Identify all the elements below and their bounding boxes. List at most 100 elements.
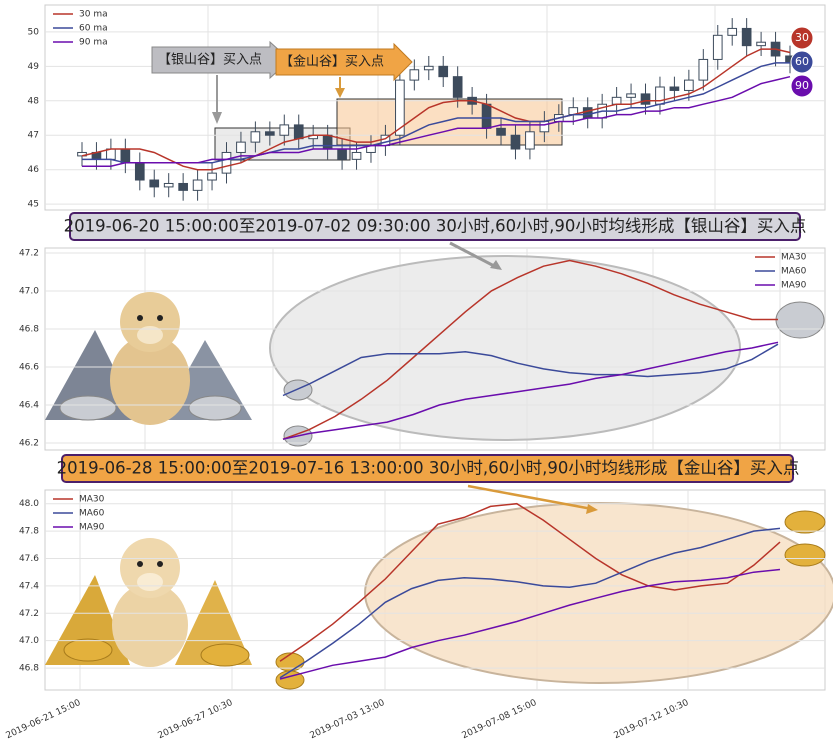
y-tick-label: 48: [28, 96, 40, 106]
candle-body: [423, 65, 434, 71]
candle-body: [409, 69, 420, 81]
top-chart: 45 46 47 48 49 50 30 ma 60 ma 90 ma 30 60 90: [28, 10, 825, 210]
middle-chart: 46.2 46.4 46.6 46.8 47.0 47.2 MA30 MA60 MA90: [19, 248, 825, 448]
candle-body: [741, 27, 752, 47]
legend-label: MA60: [781, 267, 807, 277]
y-tick-label: 46: [28, 165, 40, 175]
candle-body: [149, 179, 160, 188]
ma-line: [282, 259, 778, 440]
y-tick-label: 47.2: [19, 248, 39, 258]
y-tick-label: 47.0: [19, 286, 39, 296]
y-tick-label: 49: [28, 62, 40, 72]
legend-label: MA30: [781, 253, 807, 263]
y-tick-label: 48.0: [19, 499, 39, 509]
annotation-pointer: [335, 88, 345, 98]
candle-body: [293, 124, 304, 140]
silver-decoration: [45, 292, 825, 447]
ma-badge-label: 30: [795, 31, 809, 44]
pointer-arrow: [449, 241, 499, 270]
candle-body: [539, 120, 550, 133]
legend-label: 90 ma: [79, 38, 108, 48]
candle-body: [250, 131, 261, 143]
candle-body: [452, 76, 463, 98]
ma-line: [282, 341, 779, 440]
pointer-arrow: [586, 504, 598, 514]
candle-body: [669, 86, 680, 91]
annotation-arrow: [275, 42, 413, 82]
y-tick-label: 47.0: [19, 636, 39, 646]
candle-body: [727, 27, 738, 36]
candle-body: [582, 107, 593, 119]
x-tick-label: 2019-06-27 10:30: [157, 698, 235, 741]
ma-line: [81, 48, 791, 171]
annotation: 【金山谷】买入点: [280, 54, 384, 70]
candle-body: [756, 41, 766, 47]
candle-body: [337, 148, 347, 160]
candle-body: [207, 172, 217, 181]
y-tick-label: 47.2: [19, 609, 39, 619]
candle-body: [640, 93, 651, 105]
candle-body: [178, 182, 188, 191]
ma-badge: [790, 26, 814, 50]
candle-body: [611, 96, 622, 105]
pointer-arrow: [467, 484, 593, 511]
ma-badge-label: 60: [795, 55, 809, 68]
candle-body: [322, 134, 333, 150]
ma-line: [279, 527, 781, 679]
candle-body: [481, 103, 492, 129]
x-tick-label: 2019-07-03 13:00: [309, 698, 387, 741]
candle-body: [106, 148, 116, 160]
legend-label: MA90: [781, 281, 807, 291]
candle-body: [510, 134, 521, 150]
x-tick-label: 2019-06-21 15:00: [5, 698, 83, 741]
y-tick-label: 47.4: [19, 581, 39, 591]
candle-body: [655, 86, 665, 105]
candle-body: [236, 141, 246, 153]
candle-body: [525, 131, 535, 150]
candle-body: [192, 179, 203, 191]
candle-body: [626, 93, 636, 98]
x-tick-label: 2019-07-08 15:00: [461, 698, 539, 741]
y-tick-label: 47.8: [19, 527, 39, 537]
candle-body: [698, 58, 709, 81]
y-tick-label: 50: [28, 27, 40, 37]
gold-region: [364, 502, 833, 684]
candle-body: [265, 131, 275, 136]
y-tick-label: 46.8: [19, 324, 39, 334]
candle-body: [395, 79, 405, 136]
candle-body: [134, 162, 145, 181]
candle-body: [496, 127, 506, 136]
candle-body: [279, 124, 290, 136]
ma-line: [282, 343, 779, 397]
silver-region: [269, 255, 741, 441]
ma-line: [82, 75, 791, 167]
candle-body: [438, 65, 449, 78]
legend-label: 30 ma: [79, 10, 108, 20]
ma-badge-label: 90: [795, 79, 809, 92]
banner-box: [61, 454, 794, 483]
candle-body: [163, 182, 174, 188]
candle-body: [712, 34, 723, 60]
y-tick-label: 45: [28, 200, 39, 210]
ma-badge: [790, 74, 814, 98]
annotation: 【银山谷】买入点: [158, 53, 262, 68]
y-tick-label: 46.4: [19, 400, 39, 410]
ma-badge: [790, 50, 814, 74]
legend-label: MA60: [79, 509, 105, 519]
y-tick-label: 47.6: [19, 554, 39, 564]
pointer-arrow: [490, 260, 502, 270]
legend-label: MA90: [79, 523, 105, 533]
y-tick-label: 46.8: [19, 664, 39, 674]
y-tick-label: 47: [28, 131, 39, 141]
ma-line: [279, 502, 781, 662]
annotation-pointer: [212, 112, 222, 124]
ma-line: [279, 568, 781, 680]
y-tick-label: 46.2: [19, 438, 39, 448]
candle-body: [120, 148, 131, 164]
legend-label: MA30: [79, 495, 105, 505]
candle-body: [221, 151, 232, 174]
candle-body: [684, 79, 694, 91]
candle-body: [351, 151, 362, 160]
y-tick-label: 46.6: [19, 362, 39, 372]
